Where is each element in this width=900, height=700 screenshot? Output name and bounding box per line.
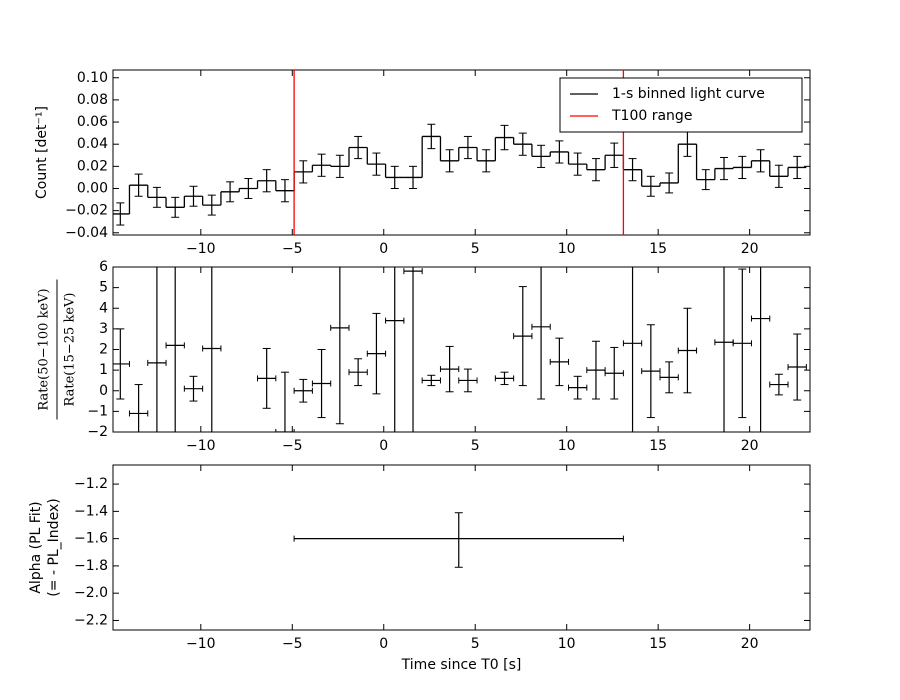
y-tick-label: −2 [87,424,108,440]
y-tick-label: 0.08 [77,92,108,108]
plot-area [113,123,807,226]
y-tick-label: 0.00 [77,180,108,196]
legend-box [559,77,803,133]
x-tick-label: 5 [471,636,480,652]
x-tick-label: 0 [379,636,388,652]
y-axis-label: Alpha (PL Fit) [28,501,44,593]
y-tick-label: 0.04 [77,136,108,152]
x-tick-label: −5 [282,241,303,257]
plot-frame [112,464,811,631]
y-tick-label: 6 [99,259,108,275]
x-tick-label: −5 [282,438,303,454]
plot-area [113,267,807,432]
y-tick-label: −0.02 [65,203,108,219]
y-tick-label: 3 [99,321,108,337]
x-tick-label: 20 [741,636,759,652]
y-tick-label: 5 [99,280,108,296]
legend-label: T100 range [611,108,692,124]
y-tick-label: 0.10 [77,70,108,86]
x-tick-label: −10 [186,438,216,454]
x-tick-label: 5 [471,438,480,454]
x-tick-label: 20 [741,438,759,454]
x-tick-label: −10 [186,241,216,257]
plot-frame [112,69,811,236]
x-tick-label: 15 [649,636,667,652]
y-tick-label: −0.04 [65,225,108,241]
x-tick-label: 15 [649,438,667,454]
y-tick-label: 0.06 [77,114,108,130]
x-tick-label: 10 [558,241,576,257]
y-tick-label: −1.8 [74,558,108,574]
y-tick-label: −1.2 [74,476,108,492]
y-tick-label: −2.2 [74,612,108,628]
x-tick-label: −10 [186,636,216,652]
x-tick-label: −5 [282,636,303,652]
y-tick-label: 2 [99,342,108,358]
y-axis-label: Count [det⁻¹] [34,106,50,199]
x-tick-label: 10 [558,438,576,454]
y-tick-label: 0 [99,383,108,399]
x-tick-label: 20 [741,241,759,257]
y-tick-label: 1 [99,362,108,378]
y-tick-label: −1.6 [74,531,108,547]
x-tick-label: 15 [649,241,667,257]
y-axis-label: Rate(50−100 keV) [37,288,52,410]
legend-label: 1-s binned light curve [612,86,765,102]
y-tick-label: 4 [99,300,108,316]
y-tick-label: −2.0 [74,585,108,601]
y-tick-label: −1 [87,403,108,419]
x-tick-label: 0 [379,438,388,454]
plot-area [293,512,624,568]
x-tick-label: 10 [558,636,576,652]
x-tick-label: 0 [379,241,388,257]
x-tick-label: 5 [471,241,480,257]
y-axis-label: Rate(15−25 keV) [63,293,78,407]
y-tick-label: 0.02 [77,158,108,174]
plot-frame [112,266,811,433]
y-axis-label: (= - PL_Index) [46,498,62,596]
y-tick-label: −1.4 [74,503,108,519]
x-axis-label: Time since T0 [s] [401,657,522,673]
